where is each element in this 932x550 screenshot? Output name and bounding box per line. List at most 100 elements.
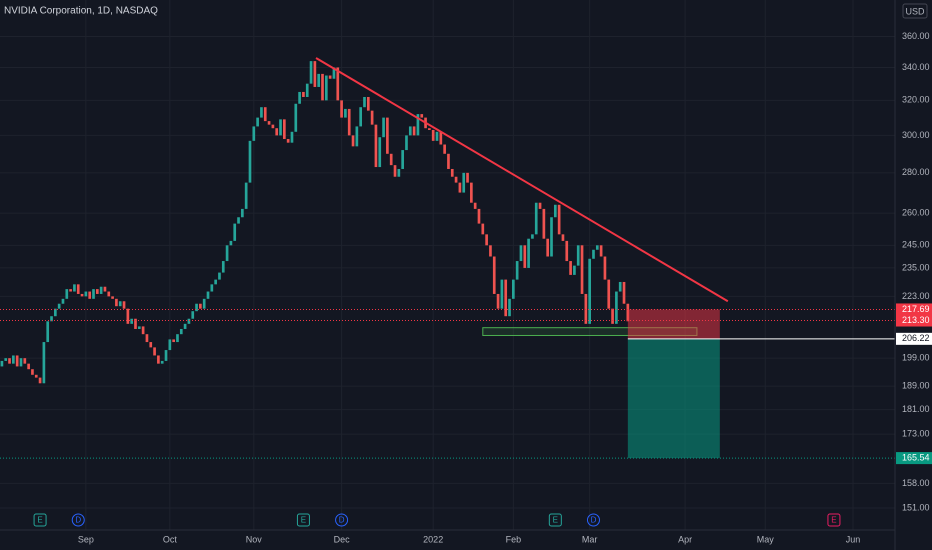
- candle: [290, 131, 294, 143]
- candle: [374, 124, 378, 168]
- candle: [19, 358, 23, 367]
- candle: [145, 334, 149, 343]
- candle: [588, 258, 592, 324]
- event-marker[interactable]: [827, 513, 841, 527]
- event-marker[interactable]: [71, 513, 85, 527]
- candle: [470, 182, 473, 203]
- candle: [279, 119, 282, 136]
- candle: [206, 291, 210, 299]
- candle: [378, 137, 382, 168]
- candle: [420, 114, 424, 118]
- candle: [305, 83, 309, 97]
- candle: [382, 117, 385, 138]
- stop-zone: [627, 309, 720, 339]
- candle: [54, 308, 57, 317]
- currency-button[interactable]: [902, 3, 928, 19]
- event-marker[interactable]: [335, 513, 349, 527]
- x-tick-label: May: [757, 534, 775, 544]
- candle: [313, 61, 317, 87]
- candle: [214, 279, 217, 285]
- event-marker[interactable]: [586, 513, 600, 527]
- x-tick-label: Dec: [334, 534, 351, 544]
- candle: [0, 360, 4, 367]
- price-tag-label: 165.54: [902, 452, 930, 462]
- candle: [538, 202, 542, 209]
- candle: [168, 339, 172, 351]
- candle: [553, 204, 557, 218]
- event-label: E: [553, 516, 558, 525]
- candle: [336, 67, 340, 101]
- candle: [80, 293, 84, 297]
- candle: [179, 328, 183, 335]
- candle: [542, 208, 546, 239]
- candle: [618, 281, 622, 292]
- candle: [340, 100, 343, 118]
- y-tick-label: 320.00: [902, 95, 930, 105]
- y-tick-label: 300.00: [902, 130, 930, 140]
- candle: [428, 128, 431, 130]
- candle: [489, 245, 492, 257]
- candle: [241, 208, 244, 218]
- candle: [324, 75, 328, 101]
- event-label: E: [301, 516, 306, 525]
- candle: [450, 168, 454, 177]
- candle: [431, 129, 435, 141]
- x-tick-label: Feb: [506, 534, 522, 544]
- candle: [50, 316, 53, 322]
- candle: [523, 245, 527, 268]
- candle: [351, 135, 355, 147]
- candle: [576, 245, 580, 266]
- price-tag-label: 206.22: [902, 333, 930, 343]
- y-tick-label: 173.00: [902, 429, 930, 439]
- candle: [557, 204, 561, 235]
- price-tag: [896, 332, 932, 345]
- y-tick-label: 280.00: [902, 167, 930, 177]
- price-tag: [896, 314, 932, 327]
- candle: [309, 61, 313, 84]
- candle: [84, 291, 88, 297]
- candle: [527, 238, 530, 268]
- candle: [130, 318, 134, 324]
- y-tick-label: 360.00: [902, 31, 930, 41]
- candle: [397, 168, 401, 177]
- candle: [46, 321, 50, 343]
- candle: [477, 208, 481, 224]
- candle: [405, 135, 408, 151]
- candle: [42, 342, 46, 384]
- candle: [248, 140, 252, 183]
- y-tick-label: 189.00: [902, 381, 930, 391]
- x-tick-label: Nov: [246, 534, 263, 544]
- candle: [321, 73, 324, 101]
- candle: [302, 91, 305, 97]
- event-marker[interactable]: [548, 513, 562, 527]
- candle: [458, 182, 462, 193]
- currency[interactable]: USD: [905, 6, 925, 16]
- candle: [447, 153, 450, 169]
- y-tick-label: 199.00: [902, 353, 930, 363]
- y-tick-label: 235.00: [902, 262, 930, 272]
- candle: [88, 291, 92, 299]
- candle: [603, 256, 607, 280]
- candle: [622, 281, 626, 304]
- candle: [76, 284, 80, 294]
- x-tick-label: Jun: [846, 534, 861, 544]
- chart-title: NVIDIA Corporation, 1D, NASDAQ: [4, 6, 158, 17]
- candle: [153, 347, 156, 356]
- candle: [435, 131, 439, 141]
- candle: [137, 326, 141, 329]
- candle: [61, 298, 65, 304]
- candle: [519, 245, 523, 262]
- candle: [607, 279, 611, 309]
- event-label: E: [37, 516, 42, 525]
- price-tag-label: 217.69: [902, 304, 930, 314]
- candle: [260, 107, 263, 118]
- candle: [57, 303, 61, 309]
- candle: [595, 245, 599, 250]
- candle: [275, 128, 279, 136]
- event-marker[interactable]: [296, 513, 310, 527]
- x-tick-label: Sep: [78, 534, 94, 544]
- candle: [233, 223, 237, 241]
- candle: [191, 311, 195, 319]
- candle: [252, 126, 256, 141]
- event-marker[interactable]: [33, 513, 47, 527]
